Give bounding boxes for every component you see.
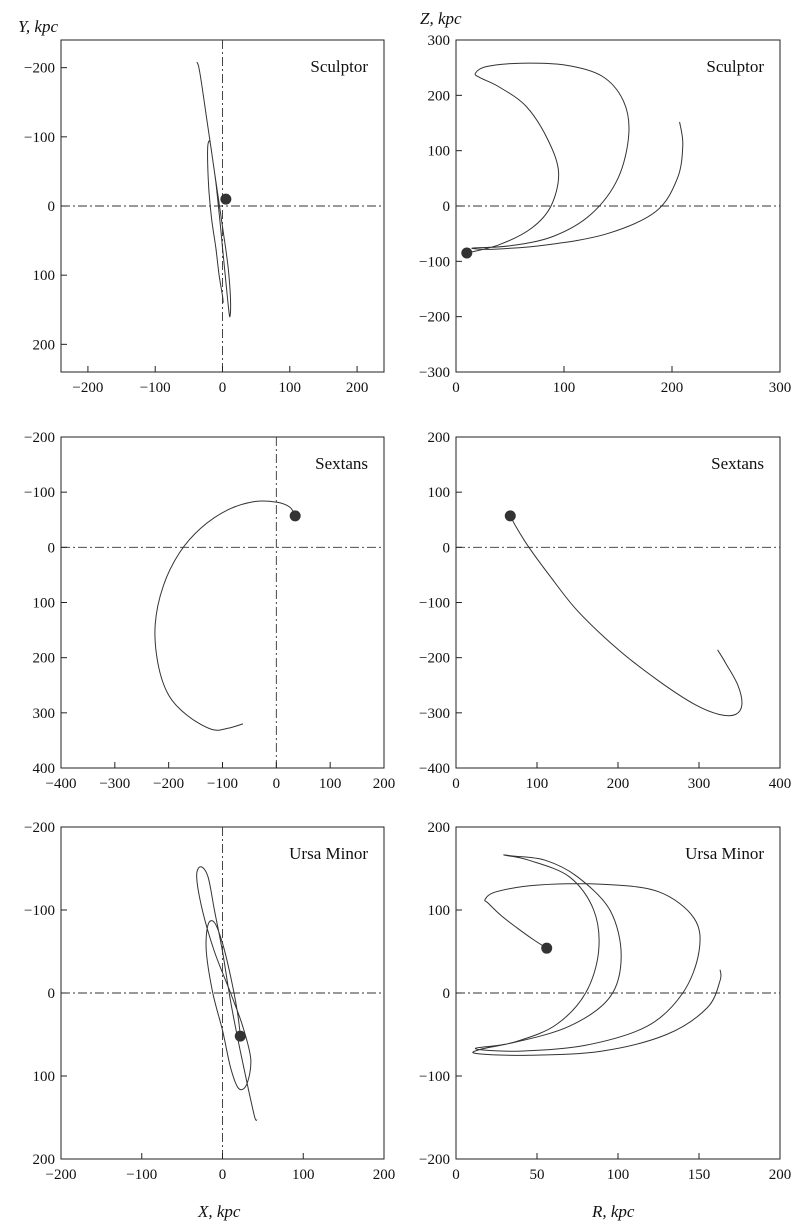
y-tick-label: −400 — [419, 761, 450, 777]
y-tick-label: −200 — [24, 820, 55, 836]
y-tick-label: 200 — [33, 337, 56, 353]
y-tick-label: −100 — [24, 130, 55, 146]
y-tick-label: 300 — [33, 706, 56, 722]
current-position-marker — [220, 193, 232, 205]
panel-label: Ursa Minor — [685, 844, 764, 863]
y-axis-title: Y, kpc — [18, 17, 58, 36]
x-tick-label: 200 — [373, 776, 396, 792]
y-tick-label: 0 — [48, 540, 56, 556]
y-tick-label: −200 — [24, 61, 55, 77]
current-position-marker — [461, 247, 473, 259]
y-tick-label: −100 — [24, 485, 55, 501]
y-tick-label: 0 — [443, 540, 451, 556]
x-tick-label: 100 — [292, 1167, 315, 1183]
y-tick-label: 200 — [33, 1152, 56, 1168]
y-tick-label: −100 — [419, 596, 450, 612]
y-tick-label: 100 — [33, 268, 56, 284]
y-tick-label: 200 — [33, 651, 56, 667]
y-tick-label: 200 — [428, 88, 451, 104]
x-tick-label: 200 — [346, 380, 369, 396]
y-tick-label: −200 — [419, 1152, 450, 1168]
y-tick-label: 200 — [428, 430, 451, 446]
z-axis-title: Z, kpc — [420, 9, 462, 28]
x-tick-label: 300 — [688, 776, 711, 792]
x-tick-label: 200 — [373, 1167, 396, 1183]
plot-frame — [455, 436, 781, 769]
x-tick-label: 0 — [452, 1167, 460, 1183]
x-tick-label: 100 — [553, 380, 576, 396]
y-tick-label: −200 — [419, 651, 450, 667]
r-axis-title: R, kpc — [591, 1202, 635, 1221]
x-tick-label: −100 — [207, 776, 238, 792]
x-tick-label: 0 — [452, 776, 460, 792]
y-tick-label: 100 — [428, 903, 451, 919]
y-tick-label: 300 — [428, 33, 451, 49]
current-position-marker — [504, 510, 516, 522]
x-axis-title: X, kpc — [197, 1202, 241, 1221]
x-tick-label: 200 — [661, 380, 684, 396]
y-tick-label: 0 — [48, 986, 56, 1002]
panel-sculptor-rz: −300 −200 −100 0 100 200 300 0 100 200 300 Sculptor — [419, 33, 791, 396]
y-tick-label: −100 — [419, 254, 450, 270]
panel-label: Sculptor — [706, 57, 764, 76]
current-position-marker — [234, 1030, 246, 1042]
x-tick-label: −400 — [46, 776, 77, 792]
y-tick-label: 100 — [428, 485, 451, 501]
panel-ursa-minor-rz: −200 −100 0 100 200 0 50 100 150 200 Ursa Minor — [419, 820, 791, 1183]
panel-sextans-xy: −200 −100 0 100 200 300 400−400 −300 −200 −100 0 10… — [24, 430, 395, 792]
y-tick-label: 400 — [33, 761, 56, 777]
x-tick-label: 100 — [607, 1167, 630, 1183]
orbit-line — [466, 62, 684, 254]
y-tick-label: 0 — [48, 199, 56, 215]
y-tick-label: −100 — [24, 903, 55, 919]
x-tick-label: 50 — [530, 1167, 545, 1183]
y-tick-label: 100 — [33, 596, 56, 612]
x-tick-label: 400 — [769, 776, 792, 792]
x-tick-label: 150 — [688, 1167, 711, 1183]
x-tick-label: 100 — [319, 776, 342, 792]
x-tick-label: 200 — [769, 1167, 792, 1183]
orbit-line — [472, 854, 722, 1056]
panel-label: Sculptor — [310, 57, 368, 76]
y-tick-label: −100 — [419, 1069, 450, 1085]
y-tick-label: 100 — [428, 144, 451, 160]
y-tick-label: 200 — [428, 820, 451, 836]
x-tick-label: 0 — [219, 380, 227, 396]
panel-label: Sextans — [315, 454, 368, 473]
panel-sculptor-xy: −200 −100 0 100 200 −200 −100 0 100 200 Sculptor — [24, 39, 385, 396]
x-tick-label: 100 — [279, 380, 302, 396]
panel-sextans-rz: −400 −300 −200 −100 0 100 200 0 100 200 300 400 Sext… — [419, 430, 791, 792]
y-tick-label: 0 — [443, 199, 451, 215]
x-tick-label: −100 — [126, 1167, 157, 1183]
orbit-line — [154, 500, 296, 731]
x-tick-label: 300 — [769, 380, 792, 396]
y-tick-label: −300 — [419, 365, 450, 381]
x-tick-label: 100 — [526, 776, 549, 792]
y-tick-label: 0 — [443, 986, 451, 1002]
y-tick-label: −300 — [419, 706, 450, 722]
panel-label: Sextans — [711, 454, 764, 473]
x-tick-label: 0 — [273, 776, 281, 792]
x-tick-label: 0 — [219, 1167, 227, 1183]
plot-frame — [60, 436, 385, 769]
current-position-marker — [541, 942, 553, 954]
orbit-line — [509, 515, 743, 717]
current-position-marker — [289, 510, 301, 522]
y-tick-label: −200 — [24, 430, 55, 446]
x-tick-label: 200 — [607, 776, 630, 792]
x-tick-label: −300 — [99, 776, 130, 792]
panel-label: Ursa Minor — [289, 844, 368, 863]
x-tick-label: −200 — [72, 380, 103, 396]
x-tick-label: −200 — [153, 776, 184, 792]
orbit-line — [196, 61, 232, 318]
x-tick-label: 0 — [452, 380, 460, 396]
orbit-line — [196, 866, 258, 1121]
y-tick-label: −200 — [419, 310, 450, 326]
x-tick-label: −200 — [46, 1167, 77, 1183]
y-tick-label: 100 — [33, 1069, 56, 1085]
x-tick-label: −100 — [140, 380, 171, 396]
